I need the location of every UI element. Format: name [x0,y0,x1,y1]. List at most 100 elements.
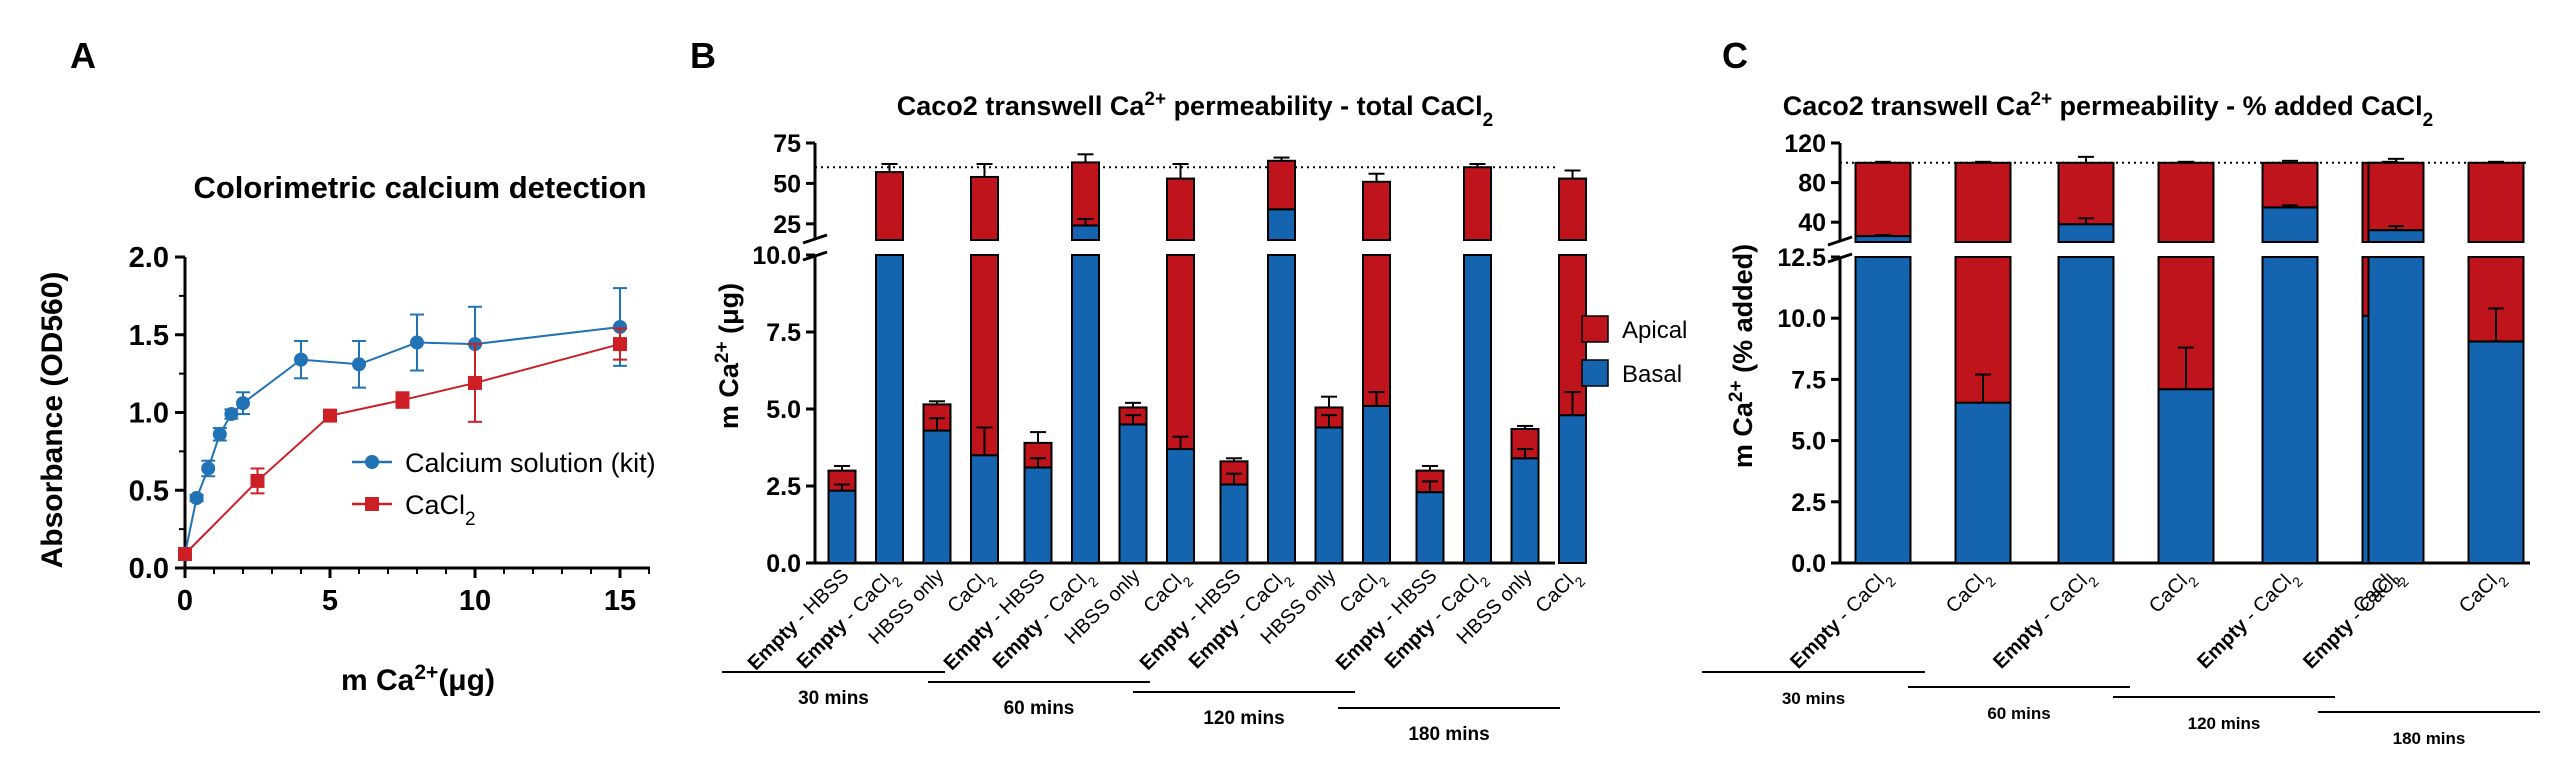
legend-item-kit: Calcium solution (kit) [352,448,656,478]
bar-segment-basal [827,489,857,564]
panel-c: C Caco2 transwell Ca2+ permeability - % … [1702,35,2540,748]
bar-1-0 [1023,431,1053,564]
bar-segment-basal [1510,457,1540,564]
bar-segment-basal [1267,254,1296,564]
bar-3-1 [2467,160,2525,564]
bar-segment-basal-upper [2261,206,2319,244]
bar-segment-apical [1166,254,1195,451]
y-tick-label: 5.0 [1791,428,1826,456]
bar-3-2 [1510,424,1540,564]
panel-a-y-ticks: 0.0 0.5 1.0 1.5 2.0 [129,242,185,585]
bar-segment-basal [2057,256,2115,564]
y-tick-label: 2.5 [1791,489,1826,517]
x-tick-label: CaCl2 [1942,565,1999,622]
group-label: 30 mins [1782,689,1845,708]
panel-c-letter: C [1722,35,1748,76]
bar-1-1 [2157,160,2215,564]
x-tick-label: 5 [322,585,338,617]
y-tick-label: 12.5 [1777,244,1826,272]
panel-a-x-ticks: 0 5 10 15 [177,568,650,617]
bar-2-1 [1267,156,1296,564]
group-label: 180 mins [2393,729,2466,748]
x-tick-label: 10 [459,585,491,617]
x-tick-label: CaCl2 [1532,565,1589,622]
bar-segment-apical-upper [2467,161,2525,243]
bar-segment-basal [970,454,999,565]
legend-swatch-apical [1581,315,1609,343]
data-point [224,407,239,422]
bar-segment-basal-upper [1071,224,1100,241]
bar-segment-apical-upper [1463,166,1492,241]
bar-segment-basal-upper [1267,208,1296,242]
y-tick-label: 50 [773,170,801,198]
bar-1-0 [2057,155,2115,564]
bar-1-3 [1166,163,1195,565]
y-tick-label: 1.5 [129,320,169,352]
bar-3-0 [2367,157,2425,564]
bar-1-2 [1118,401,1148,564]
y-tick-label: 0.0 [766,550,801,578]
legend-label-basal: Basal [1622,361,1682,388]
panel-a-x-label: m Ca2+(μg) [341,661,495,698]
panel-a-legend: Calcium solution (kit) CaCl2 [352,448,656,530]
bar-segment-apical-upper [2157,161,2215,243]
data-point [323,408,337,423]
legend-marker-kit [365,455,379,469]
data-point [212,427,227,442]
x-tick-label: CaCl2 [2455,565,2512,622]
bar-segment-apical-upper [1267,159,1296,211]
bar-segment-apical-upper [1854,161,1912,238]
legend-label-kit: Calcium solution (kit) [405,448,656,478]
bar-segment-apical-upper [1558,177,1587,241]
y-tick-label: 80 [1798,170,1826,198]
y-tick-label: 7.5 [1791,366,1826,394]
x-tick-label: 0 [177,585,193,617]
y-tick-label: 25 [773,211,801,239]
panel-c-y-label: m Ca2+ (% added) [1726,244,1759,468]
y-tick-label: 5.0 [766,396,801,424]
bar-3-3 [1558,169,1587,564]
bar-segment-basal [2157,388,2215,564]
series-line [184,343,621,555]
bar-2-3 [1362,172,1391,565]
data-point [189,491,204,506]
group-label: 60 mins [1004,698,1075,719]
bar-segment-apical-upper [970,175,999,241]
bar-2-2 [1314,395,1344,565]
y-tick-label: 0.5 [129,475,169,507]
bar-segment-basal [1463,254,1492,564]
bar-segment-apical-upper [875,171,904,242]
y-tick-label: 120 [1784,130,1826,158]
data-point [178,547,192,562]
y-tick-label: 10.0 [1777,305,1826,333]
panel-a-series [178,287,627,562]
y-tick-label: 2.0 [129,242,169,274]
y-tick-label: 0.0 [129,553,169,585]
axis-break-mark [802,233,828,245]
x-tick-label: Empty - CaCl2 [2299,565,2412,678]
x-tick-label: CaCl2 [2145,565,2202,622]
data-point [613,319,627,334]
bar-segment-basal [1314,426,1344,565]
y-tick-label: 40 [1798,209,1826,237]
bar-segment-basal [1854,256,1912,564]
panel-a-y-label: Absorbance (OD560) [36,272,69,569]
bar-0-3 [970,163,999,565]
bar-segment-apical-upper [2057,161,2115,226]
panel-b-title: Caco2 transwell Ca2+ permeability - tota… [897,89,1493,131]
x-tick-label: 15 [604,585,636,617]
bar-0-1 [1954,160,2012,564]
data-point [395,393,410,408]
y-tick-label: 10.0 [752,242,801,270]
bar-segment-apical-upper [1362,180,1391,242]
bar-segment-apical-upper [1954,161,2012,243]
bar-segment-apical [970,254,999,457]
x-tick-label: Empty - CaCl2 [1786,565,1899,678]
bar-segment-apical-upper [2261,161,2319,209]
bar-segment-apical [1362,254,1391,407]
group-label: 30 mins [798,688,869,709]
bar-segment-basal [2261,256,2319,564]
panel-b-letter: B [690,35,716,76]
bar-segment-basal [1118,423,1148,564]
